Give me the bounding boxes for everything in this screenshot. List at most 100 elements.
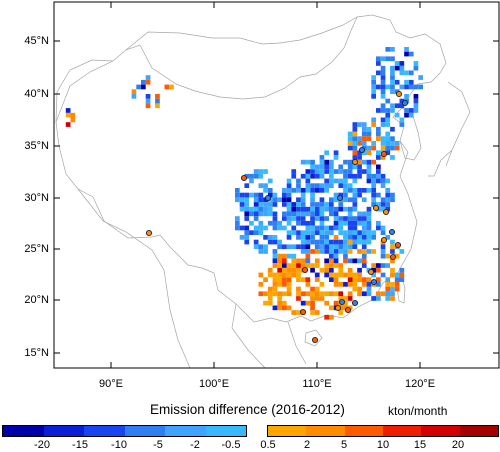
emission-cell [305, 183, 311, 188]
emission-cell [272, 211, 278, 217]
emission-cell [357, 188, 362, 193]
point-source-marker [336, 194, 344, 202]
emission-cell [357, 141, 362, 146]
emission-cell [333, 235, 339, 240]
emission-cell [343, 183, 348, 188]
emission-cell [408, 51, 414, 57]
emission-cell [282, 272, 287, 278]
emission-cell [277, 305, 282, 311]
emission-cell [258, 220, 264, 226]
emission-cell [361, 126, 367, 132]
emission-cell [371, 145, 376, 151]
emission-cell [404, 51, 409, 57]
emission-cell [286, 211, 292, 217]
emission-cell [319, 188, 325, 193]
emission-cell [286, 244, 292, 250]
emission-cell [347, 282, 353, 287]
emission-cell [286, 230, 292, 235]
emission-cell [380, 84, 386, 90]
lat-label: 20°N [24, 294, 49, 306]
emission-cell [263, 249, 268, 254]
emission-cell [338, 230, 344, 235]
emission-cell [267, 188, 273, 193]
emission-cell [343, 230, 348, 235]
colorbar-title: Emission difference (2016-2012) [150, 402, 345, 417]
emission-cell [376, 136, 381, 141]
emission-cell [310, 220, 315, 226]
emission-cell [361, 159, 367, 165]
emission-cell [399, 272, 405, 278]
emission-cell [357, 230, 362, 235]
emission-cell [319, 296, 325, 301]
emission-cell [380, 89, 386, 94]
emission-cell [305, 249, 311, 254]
emission-cell [357, 164, 362, 170]
emission-cell [291, 310, 297, 315]
emission-cell [296, 216, 301, 221]
emission-cell [291, 230, 297, 235]
emission-cell [324, 249, 329, 254]
emission-cell [376, 282, 381, 287]
emission-cell [352, 286, 358, 292]
emission-cell [277, 258, 282, 264]
emission-cell [380, 173, 386, 179]
emission-cell [343, 197, 348, 203]
emission-cell [343, 220, 348, 226]
emission-cell [319, 291, 325, 297]
emission-cell [333, 206, 339, 212]
emission-cell [338, 169, 344, 174]
emission-cell [338, 220, 344, 226]
emission-cell [300, 258, 306, 264]
emission-cell [282, 211, 287, 217]
emission-cell [380, 65, 386, 71]
emission-cell [329, 206, 334, 212]
emission-cell [366, 235, 372, 240]
emission-cell [296, 197, 301, 203]
emission-cell [329, 164, 334, 170]
emission-cell [352, 197, 358, 203]
emission-cell [347, 258, 353, 264]
emission-cell [296, 183, 301, 188]
emission-cell [263, 225, 268, 231]
point-source-marker [301, 266, 309, 274]
emission-cell [380, 75, 386, 80]
emission-cell [258, 192, 264, 198]
emission-cell [329, 183, 334, 188]
emission-cell [286, 216, 292, 221]
emission-cell [263, 244, 268, 250]
emission-cell [267, 202, 273, 207]
emission-cell [380, 230, 386, 235]
emission-cell [347, 141, 353, 146]
emission-cell [319, 206, 325, 212]
emission-cell [145, 103, 151, 109]
emission-cell [338, 296, 344, 301]
emission-cell [300, 239, 306, 245]
emission-cell [319, 225, 325, 231]
emission-cell [333, 258, 339, 264]
emission-cell [291, 211, 297, 217]
emission-cell [253, 225, 259, 231]
emission-cell [296, 263, 301, 268]
emission-cell [343, 173, 348, 179]
emission-cell [385, 206, 391, 212]
emission-cell [380, 244, 386, 250]
emission-cell [347, 131, 353, 137]
emission-cell [305, 258, 311, 264]
emission-cell [413, 61, 419, 66]
emission-cell [376, 56, 381, 62]
emission-cell [385, 188, 391, 193]
emission-cell [338, 291, 344, 297]
emission-cell [319, 211, 325, 217]
point-source-marker [351, 158, 359, 166]
emission-cell [357, 150, 362, 156]
emission-cell [371, 75, 376, 80]
emission-cell [314, 286, 320, 292]
emission-cell [286, 206, 292, 212]
emission-cell [305, 188, 311, 193]
emission-cell [314, 310, 320, 315]
emission-cell [338, 263, 344, 268]
emission-cell [399, 277, 405, 282]
emission-cell [366, 206, 372, 212]
emission-cell [277, 239, 282, 245]
emission-cell [296, 310, 301, 315]
